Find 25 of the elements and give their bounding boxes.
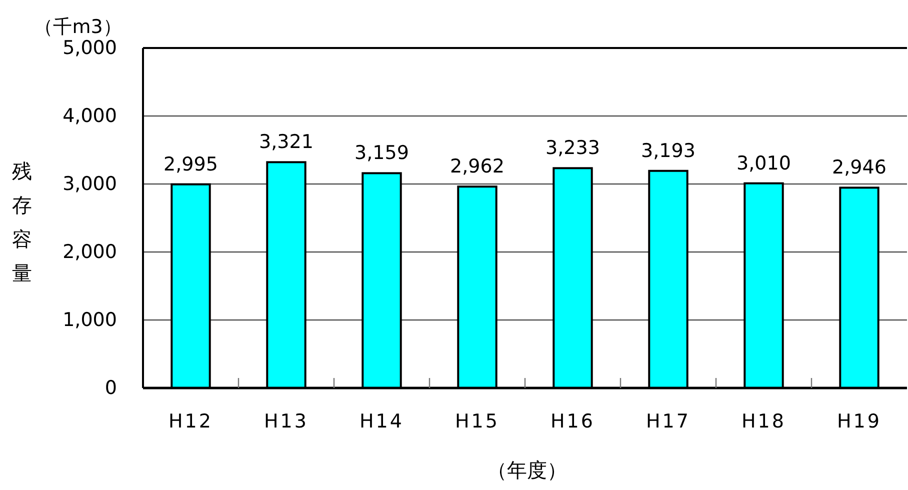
data-label: 2,962 <box>450 156 504 178</box>
y-tick-label: 2,000 <box>62 241 117 264</box>
y-tick-label: 5,000 <box>62 37 117 60</box>
x-tick-label: H17 <box>646 410 690 432</box>
y-tick-label: 1,000 <box>62 309 117 332</box>
x-tick-label: H15 <box>455 410 500 432</box>
x-tick-label: H12 <box>168 410 213 432</box>
x-tick-label: H18 <box>742 410 786 432</box>
x-tick-label: H16 <box>550 410 595 432</box>
data-label: 3,321 <box>259 131 314 154</box>
data-label: 3,159 <box>354 142 409 164</box>
x-tick-label: H14 <box>360 410 404 432</box>
data-label: 2,995 <box>164 153 218 176</box>
y-tick-label: 3,000 <box>62 173 117 196</box>
y-axis-title: 残存容量 <box>12 159 32 285</box>
data-label: 3,193 <box>641 140 696 162</box>
data-label: 2,946 <box>832 156 886 179</box>
text: （千m3） <box>34 16 122 38</box>
x-tick-label: H19 <box>837 410 882 432</box>
x-axis-title: （年度） <box>487 458 567 482</box>
y-tick-label: 4,000 <box>62 105 117 128</box>
x-tick-label: H13 <box>264 410 308 432</box>
data-label: 3,233 <box>546 137 600 160</box>
y-tick-label: 0 <box>104 377 117 400</box>
data-label: 3,010 <box>736 152 791 174</box>
